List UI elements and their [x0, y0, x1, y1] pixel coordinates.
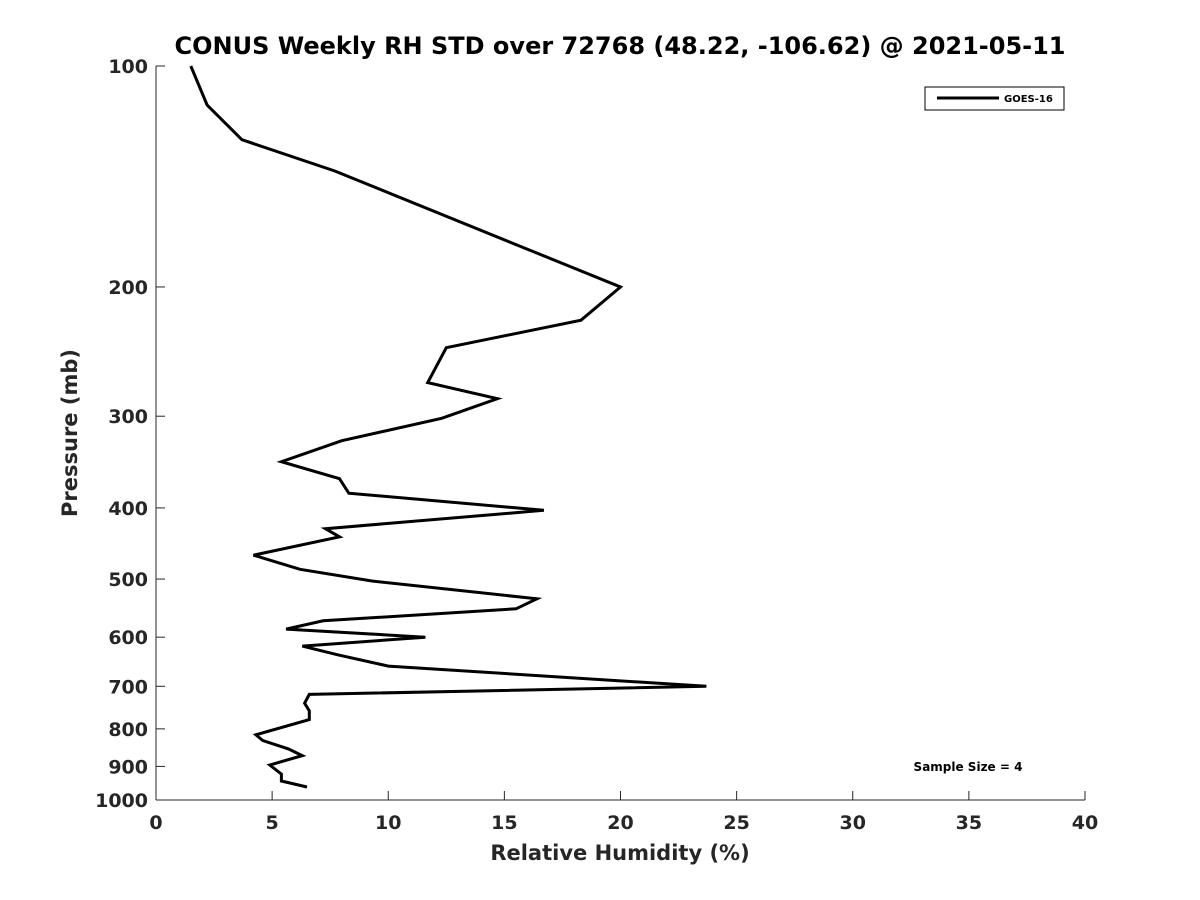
y-tick-label: 600 — [108, 627, 148, 649]
x-tick-label: 25 — [723, 812, 749, 834]
plot-area: 0 5 10 15 20 25 30 35 40 100 200 300 400 500 600 700 80… — [95, 56, 1098, 834]
y-tick-label: 1000 — [95, 790, 148, 812]
x-tick-label: 20 — [607, 812, 633, 834]
y-tick-label: 900 — [108, 756, 148, 778]
y-axis-label: Pressure (mb) — [58, 349, 82, 517]
y-ticks: 100 200 300 400 500 600 700 800 900 1000 — [95, 56, 165, 812]
x-axis-label: Relative Humidity (%) — [490, 841, 749, 865]
x-ticks: 0 5 10 15 20 25 30 35 40 — [149, 791, 1098, 834]
x-tick-label: 0 — [149, 812, 162, 834]
x-tick-label: 10 — [375, 812, 401, 834]
y-tick-label: 500 — [108, 569, 148, 591]
x-tick-label: 40 — [1072, 812, 1098, 834]
x-tick-label: 15 — [491, 812, 517, 834]
y-tick-label: 400 — [108, 498, 148, 520]
x-tick-label: 35 — [956, 812, 982, 834]
y-tick-label: 200 — [108, 277, 148, 299]
sample-size-annotation: Sample Size = 4 — [914, 760, 1023, 774]
y-tick-label: 700 — [108, 676, 148, 698]
legend-label: GOES-16 — [1004, 94, 1053, 105]
chart-title: CONUS Weekly RH STD over 72768 (48.22, -… — [174, 32, 1065, 60]
y-tick-label: 100 — [108, 56, 148, 78]
y-tick-label: 800 — [108, 719, 148, 741]
x-tick-label: 5 — [266, 812, 279, 834]
y-tick-label: 300 — [108, 406, 148, 428]
legend: GOES-16 — [924, 86, 1065, 111]
x-tick-label: 30 — [840, 812, 866, 834]
series-line-goes-16 — [189, 65, 707, 789]
